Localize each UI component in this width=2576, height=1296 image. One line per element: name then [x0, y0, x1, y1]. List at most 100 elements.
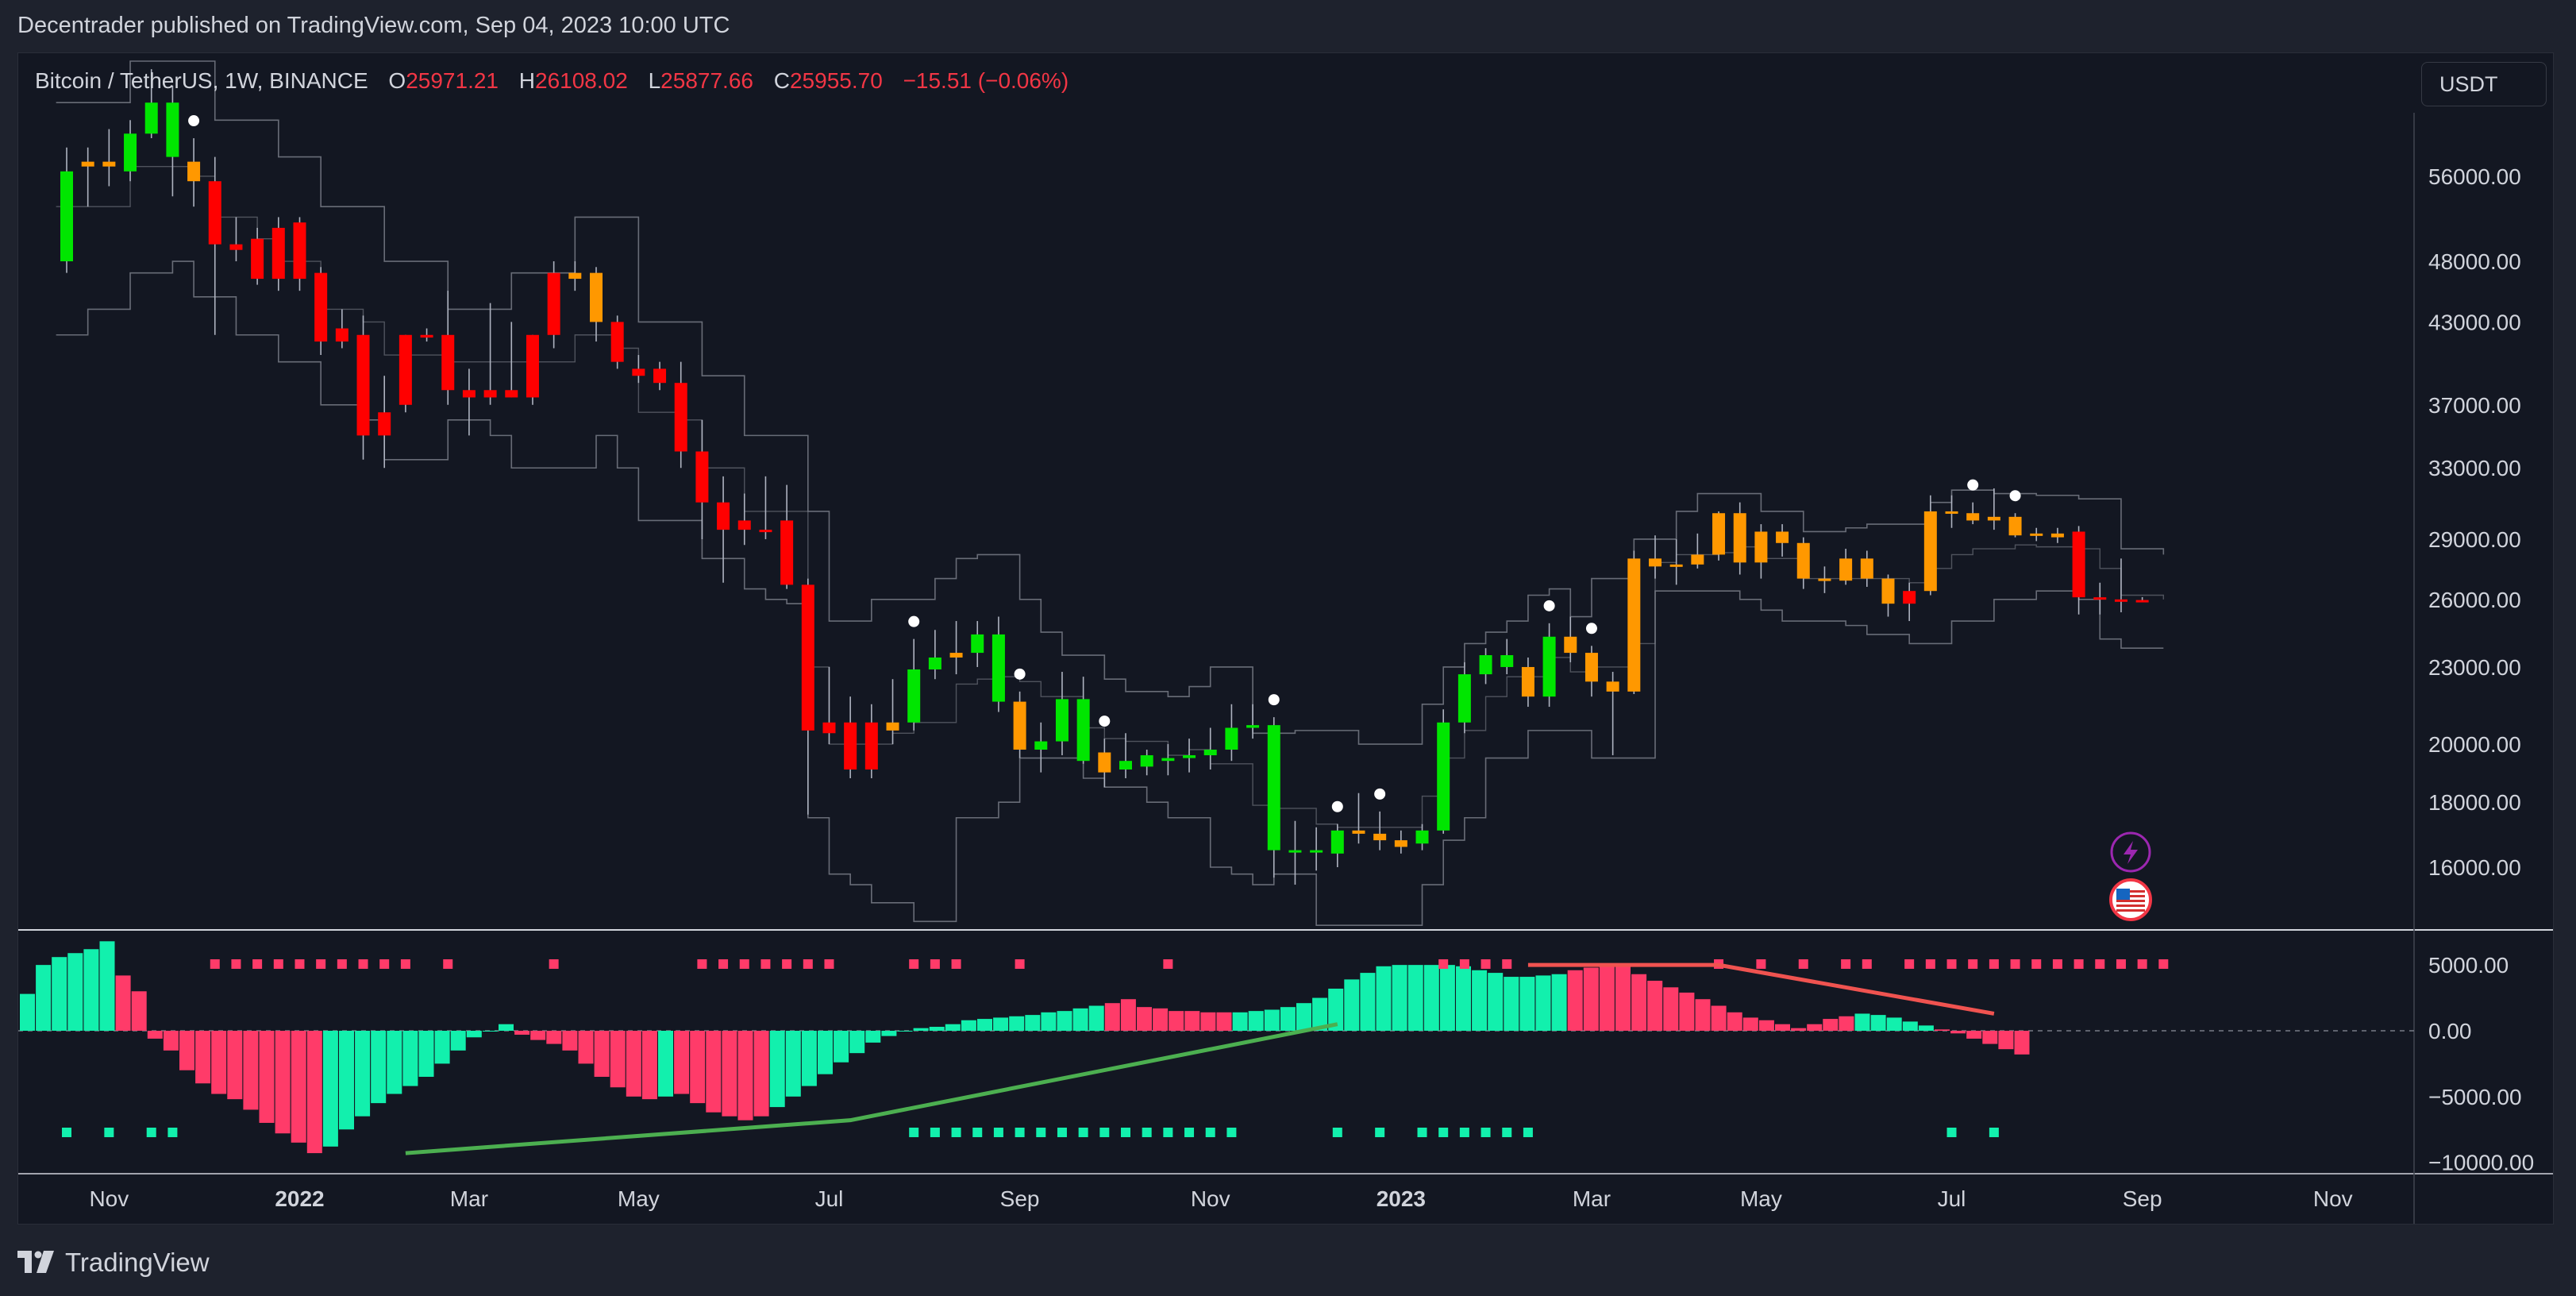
candle: [441, 291, 455, 405]
bottom-marker: [1015, 1127, 1025, 1137]
bottom-marker: [1523, 1127, 1533, 1137]
candle-body: [949, 653, 963, 658]
histogram-bar: [1998, 1030, 2014, 1050]
histogram-bar: [339, 1030, 354, 1130]
currency-button[interactable]: USDT: [2421, 62, 2547, 106]
time-tick-label: 2023: [1377, 1186, 1426, 1211]
candle: [864, 704, 878, 778]
candle: [1923, 495, 1937, 596]
price-tick-label: 16000.00: [2428, 855, 2521, 880]
signal-dot: [1374, 788, 1386, 800]
bottom-marker: [1989, 1127, 1999, 1137]
histogram-bar: [163, 1030, 179, 1051]
candle-body: [780, 520, 794, 585]
top-marker: [824, 958, 834, 969]
histogram-bar: [1248, 1011, 1264, 1031]
candle: [1076, 677, 1090, 764]
top-marker: [1163, 958, 1173, 969]
histogram-bar: [1392, 965, 1407, 1031]
candle-body: [1776, 531, 1789, 543]
candle-body: [1542, 636, 1556, 697]
histogram-bar: [913, 1028, 929, 1031]
histogram-bar: [1647, 981, 1663, 1031]
candle: [992, 616, 1005, 712]
top-marker: [295, 958, 305, 969]
price-tick-label: 26000.00: [2428, 588, 2521, 612]
top-marker: [400, 958, 410, 969]
histogram-bar: [1360, 973, 1376, 1031]
histogram-bar: [1025, 1015, 1041, 1031]
candle: [1691, 533, 1704, 569]
candle-body: [399, 334, 412, 405]
histogram-bar: [722, 1030, 737, 1117]
candle-body: [1923, 511, 1937, 592]
candle-body: [2135, 600, 2149, 603]
candle-body: [864, 722, 878, 770]
chart-container[interactable]: 16000.00 18000.00 20000.00 23000.00 26000.00…: [17, 52, 2554, 1225]
top-marker: [2031, 958, 2042, 969]
ohlc-legend: Bitcoin / TetherUS, 1W, BINANCE O25971.2…: [35, 68, 1069, 94]
signal-dot: [188, 115, 200, 127]
histogram-bar: [530, 1030, 546, 1040]
candle-body: [1119, 761, 1132, 770]
candle: [1310, 827, 1323, 871]
time-tick-label: Jul: [815, 1186, 844, 1211]
histogram-bar: [1886, 1017, 1902, 1031]
bottom-marker: [1502, 1127, 1512, 1137]
histogram-bar: [1791, 1028, 1807, 1031]
histogram-bar: [674, 1030, 690, 1094]
top-marker: [1946, 958, 1957, 969]
low-label: L: [648, 68, 661, 93]
candle-body: [1903, 591, 1916, 604]
histogram-bar: [1775, 1024, 1790, 1031]
price-tick-label: 23000.00: [2428, 655, 2521, 680]
candle-body: [1606, 681, 1619, 692]
candle-body: [801, 584, 814, 731]
histogram-bar: [1711, 1005, 1727, 1031]
candle-body: [1055, 699, 1069, 742]
bottom-marker: [1417, 1127, 1427, 1137]
histogram-bar: [418, 1030, 434, 1077]
candle-body: [1373, 833, 1387, 841]
candle-body: [1140, 755, 1153, 767]
histogram-bar: [785, 1030, 801, 1097]
histogram-bar: [1344, 979, 1360, 1031]
bottom-marker: [1438, 1127, 1449, 1137]
candle: [907, 638, 921, 731]
candle: [1373, 811, 1387, 850]
bottom-marker: [1121, 1127, 1130, 1137]
chart-svg[interactable]: 16000.00 18000.00 20000.00 23000.00 26000.00…: [18, 53, 2553, 1224]
publisher-line: Decentrader published on TradingView.com…: [17, 13, 730, 38]
candle: [1394, 830, 1407, 854]
oscillator-pane: [18, 941, 2414, 1155]
histogram-bar: [355, 1030, 371, 1117]
candle-body: [1098, 752, 1111, 773]
candle: [1733, 502, 1746, 575]
top-marker: [231, 958, 241, 969]
histogram-bar: [275, 1030, 291, 1134]
candle-body: [1987, 516, 2000, 521]
histogram-bar: [881, 1030, 897, 1036]
symbol-label[interactable]: Bitcoin / TetherUS, 1W, BINANCE: [35, 68, 368, 93]
tradingview-logo-icon: [17, 1251, 54, 1273]
candle: [293, 217, 306, 291]
time-tick-label: Sep: [2123, 1186, 2162, 1211]
histogram-bar: [546, 1030, 562, 1044]
histogram-bar: [945, 1024, 961, 1031]
histogram-bar: [1280, 1007, 1296, 1031]
candle-body: [1649, 558, 1662, 567]
candle: [335, 309, 348, 349]
candle: [1119, 733, 1132, 778]
high-label: H: [518, 68, 536, 93]
histogram-bar: [1615, 965, 1631, 1031]
candle-body: [1437, 722, 1450, 831]
osc-tick-label: 5000.00: [2428, 953, 2509, 978]
footer-branding[interactable]: TradingView: [17, 1245, 210, 1280]
histogram-bar: [291, 1030, 306, 1143]
bottom-marker: [146, 1127, 156, 1137]
candle-body: [378, 412, 391, 436]
histogram-bar: [641, 1030, 657, 1100]
histogram-bar: [211, 1030, 227, 1094]
candle: [695, 419, 709, 539]
bottom-marker: [951, 1127, 961, 1137]
